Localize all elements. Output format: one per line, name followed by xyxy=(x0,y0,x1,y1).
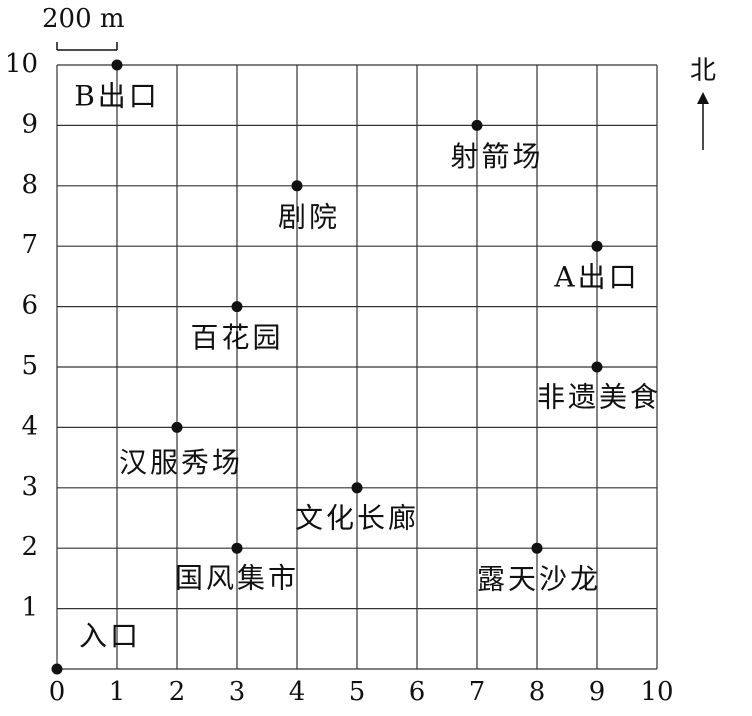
point xyxy=(591,361,603,373)
point xyxy=(111,59,123,71)
point xyxy=(351,482,363,494)
point xyxy=(471,119,483,131)
north-label: 北 xyxy=(690,56,716,86)
y-tick-label: 3 xyxy=(21,472,38,502)
y-tick-label: 10 xyxy=(5,49,38,79)
point-label: 国风集市 xyxy=(175,562,299,595)
north-arrow-head xyxy=(697,92,709,104)
point xyxy=(171,421,183,433)
point-label: 入口 xyxy=(79,620,141,653)
x-tick-label: 0 xyxy=(49,677,66,707)
point-label: 剧院 xyxy=(278,200,340,233)
point xyxy=(591,240,603,252)
y-tick-label: 4 xyxy=(21,411,38,441)
x-tick-label: 3 xyxy=(229,677,246,707)
x-tick-label: 4 xyxy=(289,677,306,707)
y-tick-label: 5 xyxy=(21,351,38,381)
point xyxy=(51,663,63,675)
point xyxy=(231,301,243,313)
y-tick-label: 9 xyxy=(21,109,38,139)
point-label: 文化长廊 xyxy=(295,501,419,534)
y-tick-label: 8 xyxy=(21,170,38,200)
y-tick-label: 6 xyxy=(21,291,38,321)
point-label: 非遗美食 xyxy=(537,381,661,414)
point-label: 露天沙龙 xyxy=(477,563,601,596)
x-tick-label: 9 xyxy=(589,677,606,707)
x-tick-label: 10 xyxy=(640,677,673,707)
y-tick-label: 2 xyxy=(21,532,38,562)
point-label: 百花园 xyxy=(190,321,283,354)
point xyxy=(291,180,303,192)
point xyxy=(231,542,243,554)
y-tick-label: 7 xyxy=(21,230,38,260)
x-tick-label: 5 xyxy=(349,677,366,707)
x-tick-label: 8 xyxy=(529,677,546,707)
point-label: 射箭场 xyxy=(450,140,543,173)
point-label: A出口 xyxy=(553,261,639,294)
scale-label: 200 m xyxy=(42,4,125,34)
x-tick-label: 7 xyxy=(469,677,486,707)
point xyxy=(531,542,543,554)
x-tick-label: 1 xyxy=(109,677,126,707)
x-tick-label: 2 xyxy=(169,677,186,707)
x-tick-label: 6 xyxy=(409,677,426,707)
point-label: 汉服秀场 xyxy=(119,446,243,479)
point-label: B出口 xyxy=(74,80,160,113)
y-tick-label: 1 xyxy=(21,593,38,623)
